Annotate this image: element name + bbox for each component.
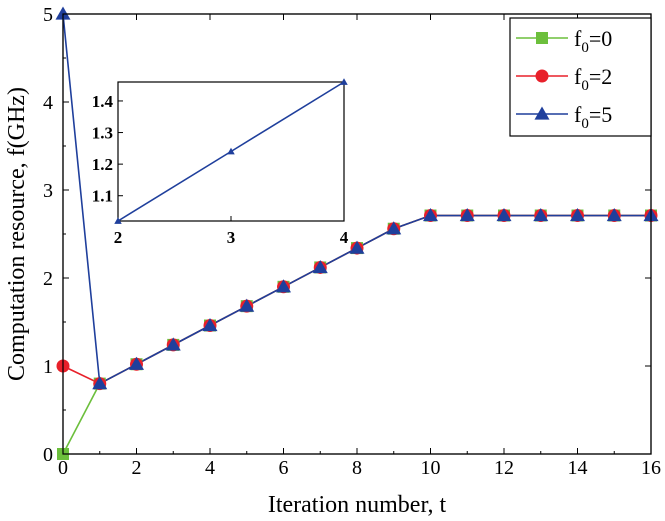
x-tick-label: 6 [279,457,289,479]
x-tick-label: 4 [205,457,215,479]
x-tick-label: 12 [494,457,514,479]
data-point-2 [459,208,475,222]
data-point-2 [533,208,549,222]
legend-marker [535,69,549,83]
x-tick-label: 16 [641,457,661,479]
legend-marker [534,106,550,120]
inset-data-point [340,78,348,85]
data-point-2 [276,279,291,293]
x-tick-label: 0 [58,457,68,479]
inset-x-tick-label: 4 [340,228,349,247]
legend-label: f0=5 [574,102,612,132]
legend-label: f0=0 [574,26,612,56]
y-tick-label: 0 [43,444,53,466]
y-axis-label: Computation resource, f(GHz) [4,87,30,381]
legend: f0=0 f0=2 f0=5 [509,17,652,137]
y-tick-label: 2 [43,268,53,290]
data-point-2 [570,208,585,222]
data-point-2 [606,208,622,222]
inset-y-tick-label: 1.2 [92,155,113,174]
data-point-2 [165,337,181,351]
data-point-2 [423,208,438,222]
plot-frame-overlay [62,13,652,455]
data-point-2 [202,318,218,332]
inset-y-tick-label: 1.1 [92,187,113,206]
data-point-2 [349,240,365,254]
y-tick-label: 3 [43,180,53,202]
data-point-2 [386,221,402,235]
x-tick-label: 10 [421,457,441,479]
x-tick-label: 14 [568,457,588,479]
inset-x-tick-label: 2 [114,228,123,247]
data-point-2 [92,376,108,390]
data-point-2 [496,208,512,222]
y-tick-label: 5 [43,4,53,26]
data-point-2 [129,356,144,370]
x-tick-label: 8 [352,457,362,479]
data-point-2 [55,6,71,20]
inset-data-point [227,147,235,155]
legend-label: f0=2 [574,64,612,94]
inset-data-point [114,217,122,224]
inset-plot: 2 3 4 1.1 1.2 1.3 1.4 [92,78,349,247]
legend-marker [536,32,548,44]
data-point-2 [312,259,328,274]
x-axis-label: Iteration number, t [268,492,447,518]
data-point-2 [239,298,255,312]
inset-y-tick-label: 1.4 [92,92,114,111]
x-tick-label: 2 [132,457,142,479]
inset-x-tick-label: 3 [227,228,236,247]
y-tick-label: 1 [43,356,53,378]
inset-y-tick-label: 1.3 [92,124,113,143]
y-tick-label: 4 [43,92,53,114]
